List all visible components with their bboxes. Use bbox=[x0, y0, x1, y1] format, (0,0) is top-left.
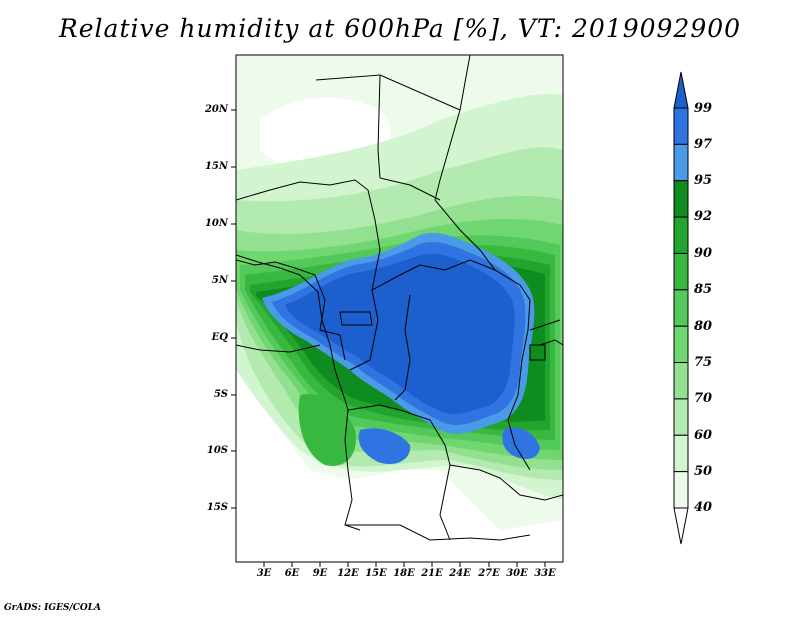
country-boundaries bbox=[236, 55, 563, 541]
lat-label-10n: 10N bbox=[204, 218, 228, 229]
lon-label-12e: 12E bbox=[337, 568, 359, 579]
lon-label-18e: 18E bbox=[393, 568, 415, 579]
lon-label-3e: 3E bbox=[256, 568, 272, 579]
colorbar-label-99: 99 bbox=[694, 101, 713, 116]
band-97-south bbox=[358, 428, 411, 465]
lat-label-20n: 20N bbox=[204, 104, 228, 115]
colorbar-label-50: 50 bbox=[694, 464, 713, 479]
colorbar-segment bbox=[673, 180, 689, 218]
credit-label: GrADS: IGES/COLA bbox=[4, 603, 102, 613]
colorbar-segment bbox=[673, 362, 689, 400]
lat-label-5n: 5N bbox=[211, 275, 228, 286]
lat-label-10s: 10S bbox=[206, 445, 228, 456]
colorbar-segment bbox=[673, 398, 689, 436]
colorbar-label-75: 75 bbox=[694, 355, 713, 370]
lon-label-33e: 33E bbox=[534, 568, 556, 579]
colorbar-label-90: 90 bbox=[694, 246, 713, 261]
colorbar-label-70: 70 bbox=[694, 391, 713, 406]
map-title: Relative humidity at 600hPa [%], VT: 201… bbox=[58, 14, 742, 43]
colorbar-label-97: 97 bbox=[694, 137, 713, 152]
colorbar-segment bbox=[673, 252, 689, 291]
colorbar-label-60: 60 bbox=[694, 428, 713, 443]
colorbar-segment bbox=[673, 107, 689, 145]
lat-label-15s: 15S bbox=[206, 502, 228, 513]
lon-label-21e: 21E bbox=[421, 568, 443, 579]
colorbar-label-92: 92 bbox=[694, 209, 713, 224]
colorbar-segment bbox=[673, 471, 689, 509]
lon-label-15e: 15E bbox=[365, 568, 387, 579]
colorbar-bottom-arrow bbox=[673, 507, 689, 545]
colorbar bbox=[673, 71, 689, 545]
lon-label-9e: 9E bbox=[312, 568, 328, 579]
coastline bbox=[236, 254, 349, 411]
lat-label-5s: 5S bbox=[213, 389, 228, 400]
band-85-sw bbox=[298, 394, 356, 466]
lon-label-27e: 27E bbox=[478, 568, 500, 579]
colorbar-label-85: 85 bbox=[694, 282, 713, 297]
colorbar-label-40: 40 bbox=[694, 500, 713, 515]
colorbar-label-80: 80 bbox=[694, 319, 713, 334]
axis-ticks bbox=[231, 109, 546, 567]
plot-frame bbox=[235, 54, 564, 563]
colorbar-segment bbox=[673, 143, 689, 182]
lon-label-6e: 6E bbox=[284, 568, 300, 579]
colorbar-segment bbox=[673, 325, 689, 364]
colorbar-top-arrow bbox=[673, 71, 689, 109]
band-99 bbox=[285, 253, 515, 415]
lon-label-24e: 24E bbox=[449, 568, 471, 579]
colorbar-segment bbox=[673, 289, 689, 327]
colorbar-segment bbox=[673, 434, 689, 473]
lon-label-30e: 30E bbox=[506, 568, 528, 579]
lat-label-eq: EQ bbox=[211, 332, 228, 343]
colorbar-segment bbox=[673, 216, 689, 254]
colorbar-label-95: 95 bbox=[694, 173, 713, 188]
lat-label-15n: 15N bbox=[204, 161, 228, 172]
